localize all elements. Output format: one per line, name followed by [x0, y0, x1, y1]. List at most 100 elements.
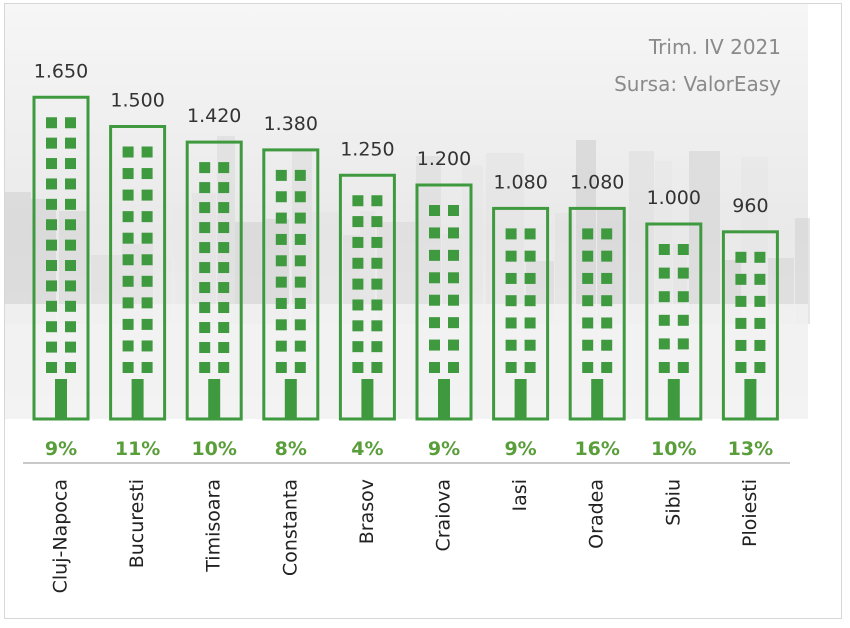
- bar-window: [371, 236, 383, 248]
- bar-window: [735, 317, 747, 329]
- bar-window: [199, 162, 211, 174]
- bar-window: [582, 362, 594, 373]
- bar-door: [438, 379, 450, 419]
- bar-window: [658, 338, 670, 350]
- bar-window: [601, 272, 613, 284]
- bar-window: [275, 191, 287, 203]
- bar-door: [667, 379, 680, 419]
- bar-window: [218, 342, 230, 354]
- chart-frame: 1.650 9% Cluj-Napoca 1.500 11% Bucuresti 1.420…: [4, 3, 842, 619]
- bar-window: [294, 362, 306, 373]
- bar-window: [122, 189, 134, 201]
- growth-label: 9%: [428, 438, 460, 460]
- bar-window: [429, 205, 440, 216]
- bar-window: [218, 162, 230, 174]
- bar-window: [371, 299, 383, 311]
- bar-window: [275, 297, 287, 309]
- bar-window: [677, 291, 689, 303]
- bar-window: [46, 158, 57, 170]
- bar-window: [505, 250, 517, 262]
- data-label: 960: [732, 195, 768, 217]
- bar-window: [294, 297, 306, 309]
- growth-label: 8%: [275, 438, 307, 460]
- bar-window: [505, 339, 517, 351]
- bar-window: [448, 339, 459, 351]
- bar-window: [199, 362, 211, 373]
- bar-window: [524, 250, 536, 262]
- bar-window: [658, 244, 670, 255]
- bar-door: [591, 379, 604, 419]
- bar-window: [218, 182, 230, 194]
- bar-window: [448, 227, 459, 239]
- bar-window: [218, 222, 230, 234]
- bar-window: [65, 198, 76, 210]
- bar-window: [65, 239, 76, 251]
- bar-window: [46, 280, 57, 292]
- bar-window: [218, 242, 230, 254]
- bar-window: [448, 317, 459, 329]
- growth-label: 11%: [115, 438, 160, 460]
- source-label: Sursa: ValorEasy: [614, 72, 781, 96]
- bar-window: [429, 339, 440, 351]
- bar-window: [218, 202, 230, 214]
- bar-window: [275, 362, 287, 373]
- bar-window: [524, 228, 536, 240]
- bar-window: [122, 168, 134, 180]
- bar-window: [46, 137, 57, 149]
- bar-window: [122, 275, 134, 287]
- bar-window: [658, 267, 670, 279]
- bar-window: [371, 341, 383, 353]
- bar-craiova: [415, 183, 473, 421]
- bar-window: [658, 314, 670, 326]
- bar-window: [141, 168, 153, 180]
- category-tick-label: Cluj-Napoca: [50, 479, 72, 593]
- bar-window: [65, 178, 76, 190]
- category-tick-label: Ploiesti: [739, 479, 761, 547]
- growth-label: 13%: [728, 438, 773, 460]
- data-label: 1.080: [570, 171, 624, 193]
- labels-layer: 1.650 9% Cluj-Napoca 1.500 11% Bucuresti 1.420…: [23, 60, 790, 593]
- bar-window: [122, 318, 134, 330]
- category-tick-label: Constanta: [279, 479, 301, 576]
- bar-window: [754, 317, 766, 329]
- bar-window: [199, 322, 211, 334]
- bar-window: [122, 297, 134, 309]
- bar-window: [582, 295, 594, 307]
- bar-window: [199, 302, 211, 314]
- bar-window: [735, 362, 747, 373]
- bar-window: [582, 228, 594, 240]
- bar-window: [448, 272, 459, 284]
- growth-label: 4%: [351, 438, 383, 460]
- category-tick-label: Oradea: [586, 479, 608, 549]
- bar-window: [601, 295, 613, 307]
- bar-window: [677, 267, 689, 279]
- bar-constanta: [262, 148, 320, 421]
- bar-door: [744, 379, 757, 419]
- bar-window: [371, 216, 383, 228]
- bar-window: [65, 117, 76, 129]
- bar-window: [65, 260, 76, 272]
- bar-window: [505, 272, 517, 284]
- bar-window: [199, 242, 211, 254]
- bar-window: [735, 339, 747, 351]
- bar-window: [218, 362, 230, 373]
- bar-window: [352, 236, 364, 248]
- bar-window: [735, 295, 747, 307]
- bar-window: [294, 255, 306, 267]
- bar-window: [352, 216, 364, 228]
- buildings-layer: [32, 95, 779, 421]
- bar-brasov: [338, 173, 396, 421]
- bar-window: [275, 340, 287, 352]
- bar-window: [199, 342, 211, 354]
- bar-window: [352, 257, 364, 269]
- bar-window: [65, 280, 76, 292]
- bar-window: [122, 254, 134, 266]
- bar-window: [582, 272, 594, 284]
- growth-label: 9%: [45, 438, 77, 460]
- bar-window: [122, 146, 134, 158]
- bar-window: [429, 249, 440, 261]
- bar-window: [141, 189, 153, 201]
- bar-window: [199, 222, 211, 234]
- bar-window: [141, 318, 153, 330]
- bar-window: [46, 117, 57, 129]
